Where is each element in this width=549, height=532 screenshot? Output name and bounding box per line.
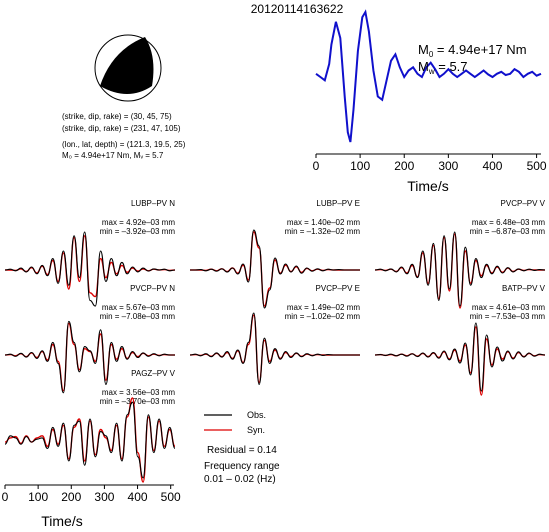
- stf-mw-label: Mw = 5.7: [418, 59, 468, 76]
- station-label: LUBP–PV N: [131, 199, 175, 208]
- stf-plot: 0 100 200 300 400 500 M0 = 4.94e+17 Nm Mw = 5…: [313, 9, 547, 194]
- station-label: PVCP–PV V: [501, 199, 546, 208]
- observed-trace: [374, 231, 546, 307]
- mechanism-info: (strike, dip, rake) = (30, 45, 75) (stri…: [62, 112, 186, 160]
- synthetic-trace: [374, 326, 546, 396]
- figure-title: 20120114163622: [251, 2, 344, 16]
- hypocenter-info: (lon., lat, depth) = (121.3, 19.5, 25): [62, 140, 186, 149]
- frequency-range: 0.01 – 0.02 (Hz): [204, 474, 276, 485]
- min-amplitude-label: min = –1.32e–02 mm: [285, 227, 361, 236]
- min-amplitude-label: min = –7.08e–03 mm: [100, 312, 176, 321]
- station-label: PVCP–PV N: [130, 284, 175, 293]
- max-amplitude-label: max = 6.48e–03 mm: [472, 218, 545, 227]
- stf-tick-label-300: 300: [438, 159, 458, 173]
- observed-trace: [4, 320, 175, 394]
- stf-tick-label-500: 500: [527, 159, 547, 173]
- synthetic-trace: [190, 231, 360, 307]
- stf-tick-label-400: 400: [482, 159, 502, 173]
- stf-tick-label-200: 200: [394, 159, 414, 173]
- min-amplitude-label: min = –3.92e–03 mm: [100, 227, 176, 236]
- stf-series-line: [315, 9, 542, 143]
- stf-x-label: Time/s: [407, 178, 448, 194]
- bottom-axis: 0 100 200 300 400 500 Time/s: [2, 484, 181, 529]
- bottom-tick-label-100: 100: [28, 490, 48, 504]
- min-amplitude-label: min = –1.02e–02 mm: [285, 312, 361, 321]
- stf-m0-label: M0 = 4.94e+17 Nm: [418, 42, 527, 59]
- stf-tick-label-0: 0: [313, 159, 320, 173]
- observed-trace: [4, 231, 176, 307]
- max-amplitude-label: max = 1.40e–02 mm: [287, 218, 360, 227]
- frequency-title: Frequency range: [204, 461, 280, 472]
- synthetic-trace: [4, 397, 176, 483]
- observed-trace: [374, 322, 546, 392]
- observed-trace: [190, 229, 360, 309]
- bottom-ticks: 0 100 200 300 400 500: [2, 485, 181, 504]
- stf-tick-label-100: 100: [350, 159, 370, 173]
- min-amplitude-label: min = –3.70e–03 mm: [100, 397, 176, 406]
- bottom-tick-label-200: 200: [61, 490, 81, 504]
- min-amplitude-label: min = –7.53e–03 mm: [470, 312, 546, 321]
- bottom-tick-label-400: 400: [128, 490, 148, 504]
- legend-obs-label: Obs.: [247, 410, 266, 420]
- station-label: PAGZ–PV V: [131, 369, 176, 378]
- bottom-tick-label-0: 0: [2, 490, 9, 504]
- legend-syn-label: Syn.: [247, 425, 265, 435]
- max-amplitude-label: max = 1.49e–02 mm: [287, 303, 360, 312]
- stf-ticks: 0 100 200 300 400 500: [313, 154, 547, 173]
- station-label: LUBP–PV E: [316, 199, 360, 208]
- bottom-tick-label-300: 300: [94, 490, 114, 504]
- nodal-plane-2: (strike, dip, rake) = (231, 47, 105): [62, 124, 181, 133]
- observed-trace: [189, 312, 360, 385]
- station-label: BATP–PV V: [502, 284, 546, 293]
- bottom-x-label: Time/s: [41, 513, 82, 529]
- residual-label: Residual = 0.14: [207, 445, 277, 456]
- legend: Obs. Syn. Residual = 0.14 Frequency rang…: [204, 410, 280, 485]
- max-amplitude-label: max = 4.61e–03 mm: [472, 303, 545, 312]
- synthetic-trace: [4, 322, 175, 392]
- nodal-plane-1: (strike, dip, rake) = (30, 45, 75): [62, 112, 172, 121]
- observed-trace: [4, 401, 176, 479]
- bottom-tick-label-500: 500: [161, 490, 181, 504]
- max-amplitude-label: max = 5.67e–03 mm: [102, 303, 175, 312]
- min-amplitude-label: min = –6.87e–03 mm: [470, 227, 546, 236]
- moment-info: M₀ = 4.94e+17 Nm, Mᵥ = 5.7: [62, 151, 164, 160]
- max-amplitude-label: max = 3.56e–03 mm: [102, 388, 175, 397]
- synthetic-trace: [374, 233, 545, 309]
- station-label: PVCP–PV E: [316, 284, 360, 293]
- beachball-icon: [94, 34, 162, 102]
- max-amplitude-label: max = 4.92e–03 mm: [102, 218, 175, 227]
